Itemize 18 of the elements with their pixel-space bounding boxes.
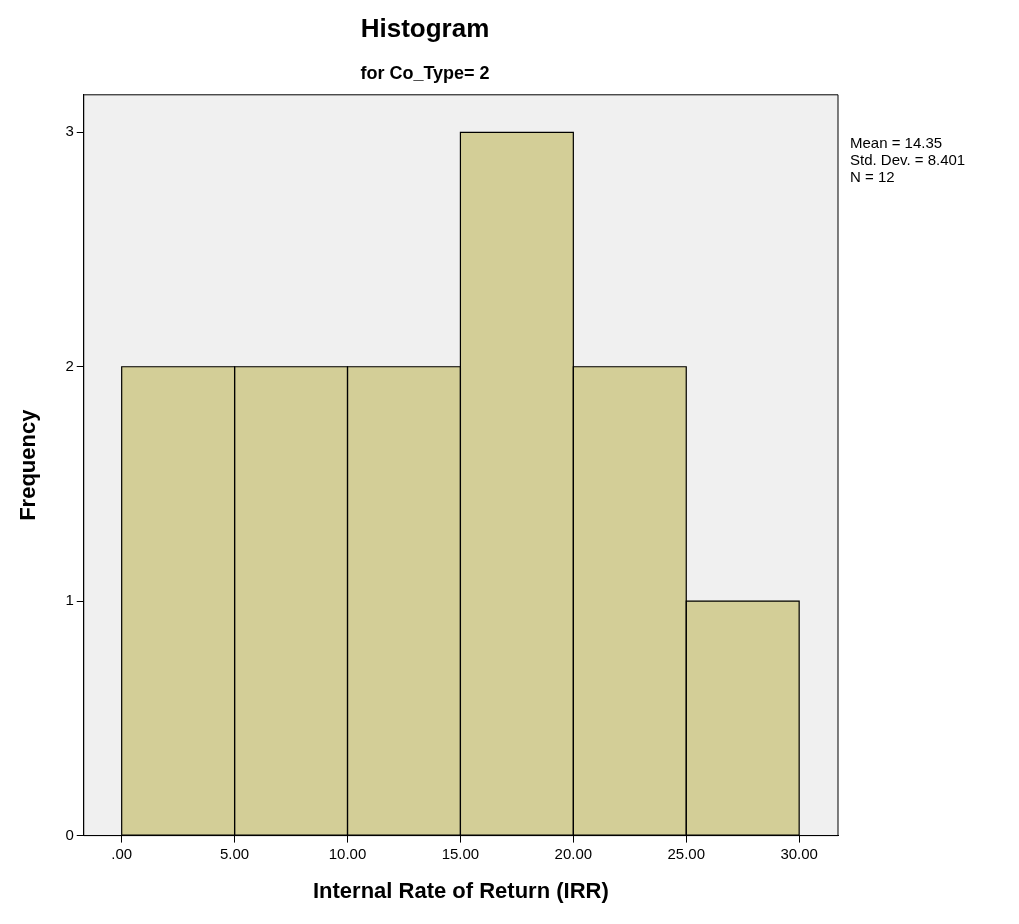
text: N = 12	[850, 168, 895, 186]
x-tick-label: 30.00	[780, 844, 818, 862]
y-axis-title: Frequency	[15, 408, 41, 521]
y-tick-label: 2	[65, 356, 74, 374]
text: Mean = 14.35	[850, 134, 943, 152]
chart-title: Histogram	[360, 12, 490, 43]
y-tick-label: 3	[65, 122, 74, 140]
y-tick-label: 1	[65, 591, 74, 609]
y-tick-label: 0	[65, 825, 74, 843]
x-tick-label: 10.00	[328, 844, 367, 862]
chart-subtitle: for Co_Type= 2	[360, 62, 490, 83]
x-tick-label: 5.00	[219, 844, 250, 862]
x-tick-label: 25.00	[667, 844, 706, 862]
text: Std. Dev. = 8.401	[850, 151, 966, 169]
x-tick-label: .00	[111, 844, 133, 862]
x-axis-title: Internal Rate of Return (IRR)	[312, 877, 609, 903]
x-tick-label: 15.00	[441, 844, 480, 862]
x-tick-label: 20.00	[554, 844, 593, 862]
